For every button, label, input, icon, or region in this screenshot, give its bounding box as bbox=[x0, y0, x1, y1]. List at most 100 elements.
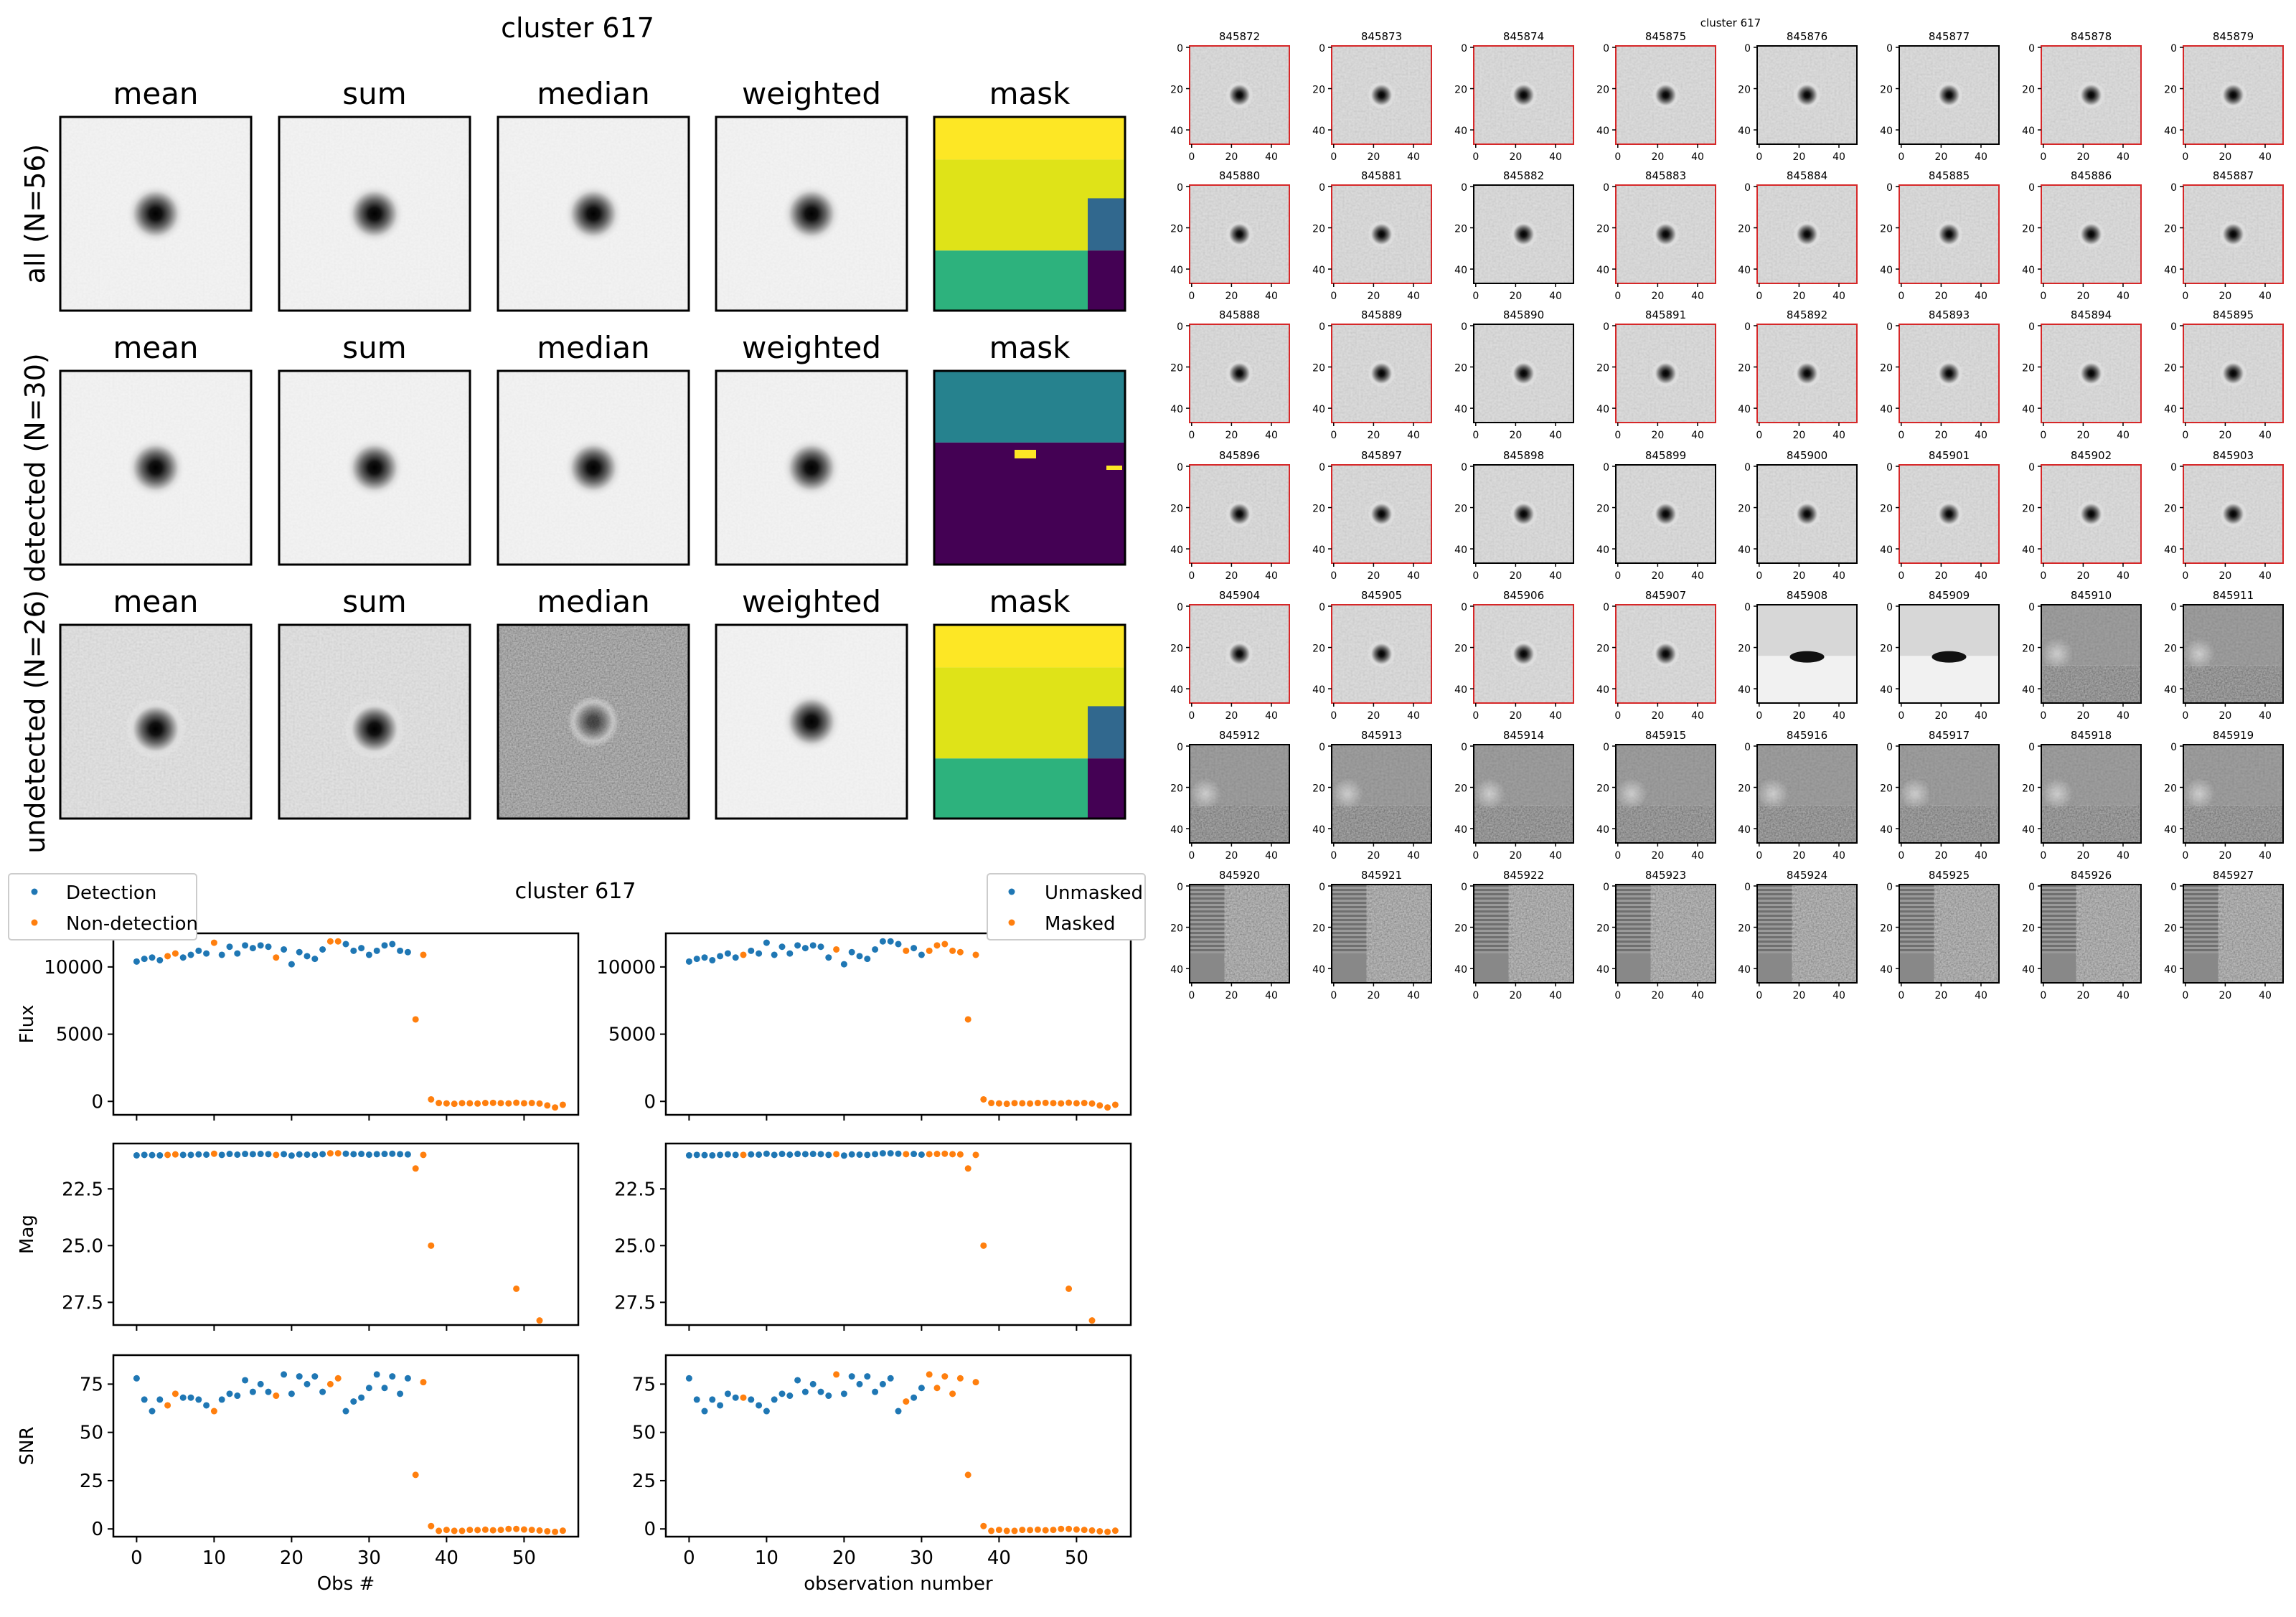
cutout-845880: 845880 0 20 40 0 20 40 bbox=[1170, 169, 1290, 302]
cutout-xtick: 40 bbox=[1975, 430, 1987, 441]
cutout-ytick: 0 bbox=[2028, 462, 2035, 473]
cutout-ytick: 40 bbox=[2022, 544, 2035, 556]
cutout-ytick: 20 bbox=[1312, 783, 1325, 795]
cutout-xtick: 40 bbox=[1265, 151, 1278, 163]
cutout-845900: 845900 0 20 40 0 20 40 bbox=[1738, 449, 1858, 582]
data-point bbox=[156, 956, 164, 963]
data-point bbox=[879, 938, 886, 945]
cutout-845878: 845878 0 20 40 0 20 40 bbox=[2022, 30, 2142, 163]
cutout-id-label: 845902 bbox=[2071, 449, 2112, 462]
cutout-xtick: 0 bbox=[1614, 710, 1621, 722]
cutout-xtick: 0 bbox=[2040, 570, 2046, 582]
cutout-xtick: 20 bbox=[1367, 570, 1380, 582]
cutout-xtick: 20 bbox=[1509, 570, 1522, 582]
data-point bbox=[1065, 1285, 1073, 1292]
data-point bbox=[817, 1151, 824, 1158]
data-point bbox=[304, 953, 311, 960]
data-point bbox=[980, 1095, 987, 1103]
data-point bbox=[825, 1392, 832, 1400]
data-point bbox=[911, 945, 918, 952]
cutout-ytick: 40 bbox=[1170, 265, 1183, 276]
cutout-id-label: 845882 bbox=[1503, 169, 1544, 182]
data-point bbox=[840, 1152, 847, 1159]
cutout-ytick: 20 bbox=[1312, 644, 1325, 655]
data-point bbox=[856, 1380, 863, 1387]
data-point bbox=[933, 942, 941, 949]
data-point bbox=[481, 1100, 489, 1107]
cutout-xtick: 40 bbox=[1407, 151, 1420, 163]
data-point bbox=[171, 950, 179, 957]
cutout-xtick: 0 bbox=[2182, 291, 2188, 302]
cutout-xtick: 0 bbox=[2182, 710, 2188, 722]
ylabel: Mag bbox=[17, 1215, 38, 1254]
data-point bbox=[786, 1392, 794, 1400]
cutout-ytick: 20 bbox=[1596, 85, 1609, 96]
data-point bbox=[833, 946, 840, 953]
data-point bbox=[717, 1402, 724, 1409]
cutout-xtick: 40 bbox=[1975, 291, 1987, 302]
cutout-845919: 845919 0 20 40 0 20 40 bbox=[2164, 729, 2284, 862]
xtick-label: 20 bbox=[280, 1547, 304, 1569]
cutout-ytick: 40 bbox=[1596, 544, 1609, 556]
data-point bbox=[389, 940, 396, 948]
data-point bbox=[281, 946, 288, 953]
data-point bbox=[740, 1151, 747, 1159]
data-point bbox=[265, 943, 272, 951]
data-point bbox=[164, 953, 171, 960]
stack-image-sum bbox=[278, 116, 471, 312]
data-point bbox=[794, 1151, 801, 1158]
cutout-ytick: 0 bbox=[1886, 602, 1893, 613]
cutout-ytick: 0 bbox=[2028, 182, 2035, 194]
xtick-label: 30 bbox=[357, 1547, 381, 1569]
cutout-xtick: 20 bbox=[2219, 990, 2231, 1001]
data-point bbox=[458, 1100, 466, 1107]
data-point bbox=[1042, 1099, 1049, 1106]
cutout-id-label: 845916 bbox=[1787, 729, 1827, 742]
ytick-label: 0 bbox=[644, 1519, 656, 1540]
cutout-ytick: 40 bbox=[1880, 824, 1893, 836]
cutout-xtick: 20 bbox=[1367, 430, 1380, 441]
cutout-ytick: 20 bbox=[1596, 923, 1609, 935]
cutout-845920: 845920 0 20 40 0 20 40 bbox=[1170, 869, 1290, 1001]
data-point bbox=[980, 1522, 987, 1529]
mask-artifact bbox=[1015, 450, 1036, 458]
cutout-xtick: 0 bbox=[1330, 570, 1337, 582]
cutout-id-label: 845883 bbox=[1645, 169, 1686, 182]
cutout-id-label: 845913 bbox=[1361, 729, 1402, 742]
data-point bbox=[365, 1151, 372, 1158]
cutout-845884: 845884 0 20 40 0 20 40 bbox=[1738, 169, 1858, 302]
cutout-xtick: 20 bbox=[2076, 990, 2089, 1001]
data-point bbox=[685, 1151, 692, 1159]
cutout-ytick: 40 bbox=[1738, 544, 1751, 556]
data-point bbox=[397, 1151, 404, 1158]
plot-area bbox=[664, 1142, 1132, 1326]
cutout-ytick: 20 bbox=[1738, 224, 1751, 235]
data-point bbox=[141, 956, 148, 963]
cutout-ytick: 40 bbox=[1880, 404, 1893, 415]
column-title-mean: mean bbox=[113, 330, 198, 365]
cutout-id-label: 845924 bbox=[1787, 869, 1827, 882]
cutout-ytick: 40 bbox=[2164, 544, 2177, 556]
data-point bbox=[872, 946, 879, 953]
data-point bbox=[350, 1398, 357, 1405]
data-point bbox=[1011, 1527, 1018, 1534]
data-point bbox=[1111, 1101, 1119, 1108]
data-point bbox=[949, 1390, 956, 1397]
data-point bbox=[311, 1373, 319, 1380]
cutout-ytick: 20 bbox=[2164, 224, 2177, 235]
cutout-xtick: 0 bbox=[1614, 570, 1621, 582]
cutout-id-label: 845910 bbox=[2071, 589, 2112, 602]
data-point bbox=[887, 1150, 894, 1157]
cutout-xtick: 40 bbox=[1549, 710, 1562, 722]
cutout-xtick: 0 bbox=[2182, 151, 2188, 163]
cutout-ytick: 40 bbox=[1738, 404, 1751, 415]
cutout-xtick: 20 bbox=[2219, 151, 2231, 163]
data-point bbox=[848, 948, 855, 956]
cutout-id-label: 845878 bbox=[2071, 30, 2112, 43]
legend-label-detection: Detection bbox=[66, 882, 156, 904]
cutout-ytick: 40 bbox=[1454, 684, 1467, 696]
data-point bbox=[141, 1151, 148, 1159]
data-point bbox=[304, 1151, 311, 1158]
ytick-label: 5000 bbox=[608, 1024, 656, 1046]
data-point bbox=[481, 1526, 489, 1533]
